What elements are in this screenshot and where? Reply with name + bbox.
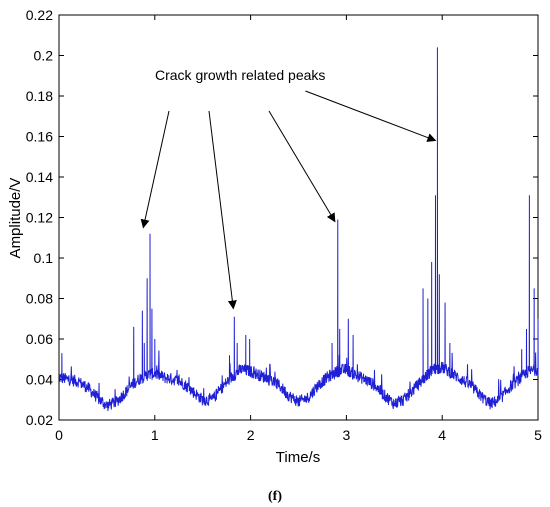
signal-line [58,47,539,411]
annotation-arrow [140,110,170,229]
x-tick-label: 5 [534,427,542,443]
x-axis-label: Time/s [276,449,320,466]
y-tick-label: 0.18 [26,88,53,104]
y-tick-label: 0.2 [34,48,54,64]
figure-caption: (f) [268,489,282,504]
annotation-arrow [305,90,437,142]
annotation-text: Crack growth related peaks [155,67,325,83]
x-tick-label: 0 [55,427,63,443]
y-axis-label: Amplitude/V [7,178,24,259]
x-tick-label: 2 [247,427,255,443]
annotation-arrow [208,110,237,310]
y-tick-label: 0.22 [26,7,53,23]
y-tick-label: 0.16 [26,129,53,145]
y-tick-label: 0.14 [26,169,53,185]
plot-area [58,14,539,421]
y-tick-label: 0.08 [26,291,53,307]
signal-series [58,47,539,411]
annotation-arrow [268,110,336,223]
y-tick-label: 0.02 [26,412,53,428]
x-tick-label: 1 [151,427,159,443]
y-tick-label: 0.04 [26,372,53,388]
y-tick-label: 0.1 [34,250,54,266]
x-tick-label: 3 [343,427,351,443]
y-tick-label: 0.06 [26,331,53,347]
y-tick-label: 0.12 [26,210,53,226]
x-tick-label: 4 [438,427,446,443]
